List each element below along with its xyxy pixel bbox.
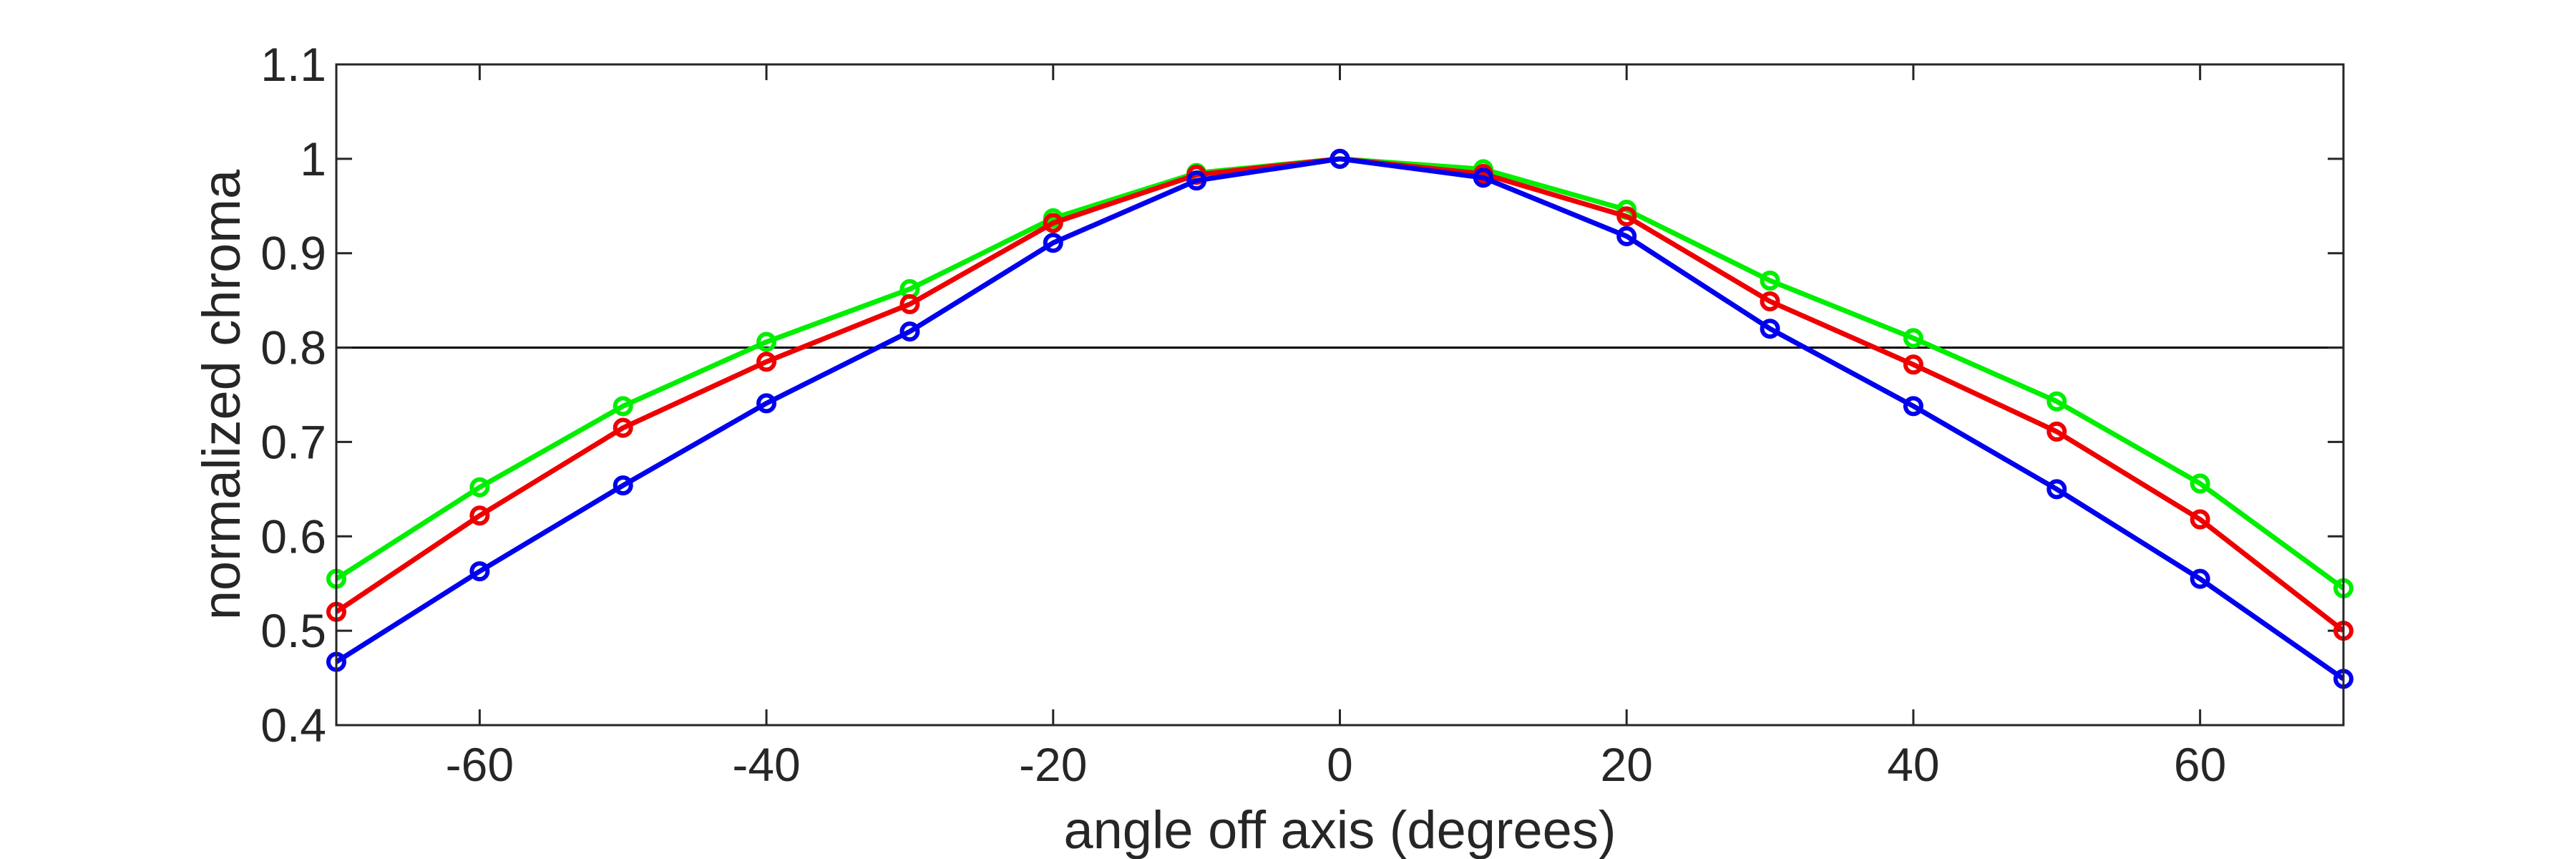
data-point bbox=[1903, 328, 1923, 349]
y-tick-label: 0.7 bbox=[260, 415, 326, 468]
x-tick-label: 20 bbox=[1601, 738, 1653, 791]
data-point bbox=[469, 505, 490, 526]
plot-frame bbox=[335, 63, 2345, 727]
data-point bbox=[613, 396, 633, 417]
data-point bbox=[1760, 319, 1780, 339]
data-point bbox=[2046, 391, 2067, 412]
x-tick-label: -20 bbox=[1019, 738, 1087, 791]
data-point bbox=[1760, 291, 1780, 311]
data-point bbox=[899, 293, 920, 314]
data-point bbox=[1473, 168, 1493, 188]
data-point bbox=[1616, 206, 1637, 227]
data-point bbox=[613, 475, 633, 496]
data-point bbox=[1330, 148, 1350, 169]
y-tick-label: 0.9 bbox=[260, 227, 326, 280]
data-point bbox=[1043, 233, 1063, 253]
data-point bbox=[1186, 170, 1207, 191]
data-point bbox=[899, 321, 920, 342]
data-point bbox=[469, 477, 490, 498]
x-tick-label: -40 bbox=[732, 738, 800, 791]
data-point bbox=[2046, 479, 2067, 500]
x-tick-label: 40 bbox=[1887, 738, 1939, 791]
data-point bbox=[1616, 225, 1637, 246]
data-point bbox=[756, 331, 777, 352]
y-tick-label: 1.1 bbox=[260, 38, 326, 91]
x-tick-label: -60 bbox=[446, 738, 514, 791]
data-point bbox=[1043, 213, 1063, 233]
y-tick-label: 0.5 bbox=[260, 604, 326, 657]
data-point bbox=[2046, 421, 2067, 442]
x-tick-label: 0 bbox=[1327, 738, 1353, 791]
x-axis-label: angle off axis (degrees) bbox=[1064, 800, 1616, 859]
y-axis-label: normalized chroma bbox=[192, 169, 251, 620]
data-point bbox=[2190, 568, 2210, 589]
data-point bbox=[756, 393, 777, 414]
x-axis-ticks: -60 -40 -20 0 20 40 60 bbox=[446, 64, 2226, 791]
data-point bbox=[469, 561, 490, 582]
y-tick-label: 0.6 bbox=[260, 510, 326, 563]
series-line bbox=[335, 156, 2346, 681]
data-point bbox=[756, 351, 777, 372]
y-tick-label: 0.4 bbox=[260, 699, 326, 752]
data-point bbox=[2190, 473, 2210, 494]
x-tick-label: 60 bbox=[2174, 738, 2226, 791]
data-point bbox=[1903, 396, 1923, 417]
data-point bbox=[1903, 354, 1923, 375]
series-layer bbox=[326, 148, 2353, 689]
y-axis-ticks: 0.4 0.5 0.6 0.7 0.8 0.9 1 1.1 bbox=[260, 38, 2343, 752]
data-point bbox=[2190, 509, 2210, 530]
data-point bbox=[613, 417, 633, 438]
y-tick-label: 1 bbox=[300, 132, 326, 185]
data-point bbox=[1760, 270, 1780, 291]
y-tick-label: 0.8 bbox=[260, 321, 326, 374]
